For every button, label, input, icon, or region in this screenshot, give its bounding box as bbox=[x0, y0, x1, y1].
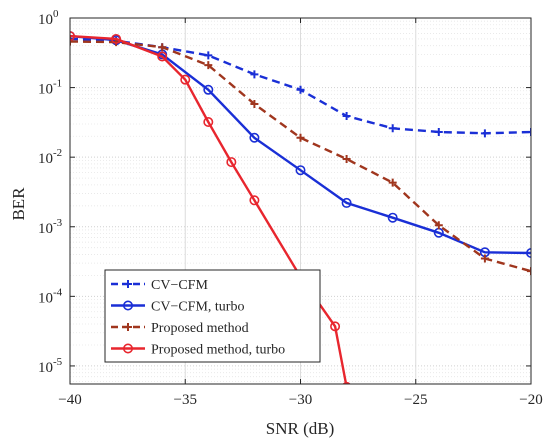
plus-marker bbox=[342, 155, 351, 164]
legend-item: Proposed method, turbo bbox=[111, 343, 285, 358]
x-axis-label: SNR (dB) bbox=[266, 419, 334, 438]
legend-item: Proposed method bbox=[111, 321, 249, 336]
y-tick-label: 10-4 bbox=[38, 286, 63, 306]
y-tick-label: 10-1 bbox=[38, 78, 62, 98]
legend: CV−CFM CV−CFM, turbo Proposed method Propos… bbox=[104, 269, 321, 363]
x-tick-label: −40 bbox=[58, 392, 81, 408]
legend-item: CV−CFM bbox=[111, 278, 208, 293]
x-tick-label: −35 bbox=[174, 392, 197, 408]
plus-marker bbox=[296, 85, 305, 94]
circle-marker bbox=[295, 165, 306, 176]
circle-marker bbox=[226, 157, 237, 168]
y-tick-exponent: -3 bbox=[53, 217, 63, 229]
plus-marker bbox=[480, 254, 489, 263]
circle-marker bbox=[387, 212, 398, 223]
y-tick-exponent: -2 bbox=[53, 147, 62, 159]
x-tick-label: −20 bbox=[519, 392, 542, 408]
y-tick-exponent: -4 bbox=[53, 286, 63, 298]
plus-marker bbox=[480, 129, 489, 138]
y-tick-base: 10 bbox=[38, 151, 53, 167]
plus-marker bbox=[527, 128, 531, 137]
circle-marker bbox=[123, 343, 134, 354]
y-tick-base: 10 bbox=[38, 82, 53, 98]
legend-label: CV−CFM, turbo bbox=[151, 300, 244, 315]
legend-label: Proposed method bbox=[151, 321, 249, 336]
circle-marker bbox=[111, 33, 122, 44]
plus-marker bbox=[70, 37, 74, 46]
y-tick-base: 10 bbox=[38, 360, 53, 376]
plus-marker bbox=[124, 280, 132, 288]
plus-marker bbox=[124, 323, 132, 331]
plus-marker bbox=[204, 51, 213, 60]
plus-marker bbox=[388, 124, 397, 133]
plus-marker bbox=[434, 128, 443, 137]
plus-marker bbox=[296, 133, 305, 142]
y-tick-label: 10-3 bbox=[38, 217, 63, 237]
circle-marker bbox=[330, 321, 341, 332]
plus-marker bbox=[342, 112, 351, 121]
circle-marker bbox=[203, 117, 214, 128]
circle-marker bbox=[203, 84, 214, 95]
y-tick-exponent: 0 bbox=[53, 8, 59, 20]
plus-marker bbox=[527, 267, 531, 276]
circle-marker bbox=[341, 197, 352, 208]
series-line bbox=[70, 40, 531, 273]
y-axis-label: BER bbox=[9, 187, 28, 221]
plus-marker bbox=[204, 61, 213, 70]
plus-marker bbox=[250, 100, 259, 109]
plus-marker bbox=[158, 43, 167, 52]
circle-marker bbox=[157, 51, 168, 62]
circle-marker bbox=[342, 381, 351, 384]
x-tick-label: −30 bbox=[289, 392, 312, 408]
y-tick-exponent: -5 bbox=[53, 356, 63, 368]
y-tick-label: 10-2 bbox=[38, 147, 62, 167]
legend-box bbox=[104, 269, 321, 363]
x-tick-label: −25 bbox=[404, 392, 427, 408]
plus-marker bbox=[388, 178, 397, 187]
circle-marker bbox=[180, 74, 191, 85]
y-tick-exponent: -1 bbox=[53, 78, 62, 90]
circle-marker bbox=[249, 132, 260, 143]
plus-marker bbox=[434, 221, 443, 230]
y-tick-label: 10-5 bbox=[38, 356, 63, 376]
circle-marker bbox=[249, 195, 260, 206]
plus-marker bbox=[250, 70, 259, 79]
legend-label: Proposed method, turbo bbox=[151, 343, 285, 358]
legend-item: CV−CFM, turbo bbox=[111, 300, 244, 315]
y-tick-label: 100 bbox=[38, 8, 59, 28]
legend-label: CV−CFM bbox=[151, 278, 208, 293]
tick-marks bbox=[69, 17, 532, 384]
y-tick-base: 10 bbox=[38, 221, 53, 237]
y-tick-base: 10 bbox=[38, 290, 53, 306]
circle-marker bbox=[123, 300, 134, 311]
y-tick-base: 10 bbox=[38, 12, 53, 28]
